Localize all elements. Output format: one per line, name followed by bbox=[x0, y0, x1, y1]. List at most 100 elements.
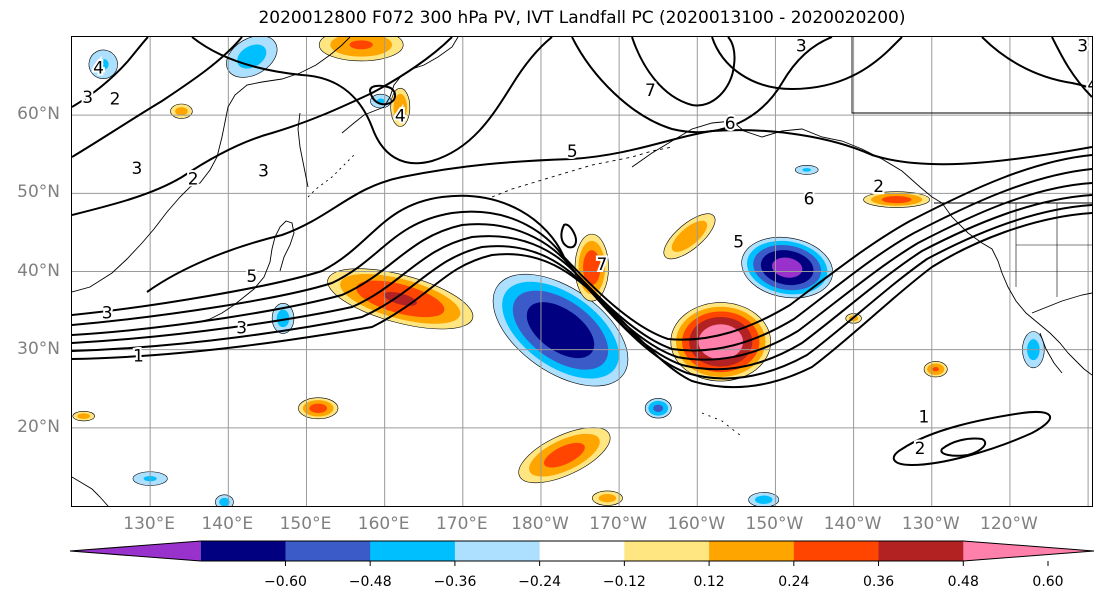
latitude-label: 20°N bbox=[17, 416, 60, 437]
border-us-states bbox=[1015, 203, 1092, 297]
colorbar-tick-label: −0.60 bbox=[264, 574, 307, 590]
anomaly-level-fill bbox=[932, 367, 939, 372]
border-us-mexico bbox=[1031, 292, 1092, 314]
contour-label: 6 bbox=[804, 190, 815, 210]
longitude-label: 120°W bbox=[980, 514, 1038, 534]
positive-pv-anomaly bbox=[518, 427, 611, 484]
colorbar-tick-label: 0.36 bbox=[862, 574, 895, 590]
contour-line-12 bbox=[571, 37, 833, 134]
longitude-label: 140°W bbox=[823, 514, 882, 534]
contour-label: 1 bbox=[919, 408, 930, 428]
anomaly-level-fill bbox=[653, 404, 664, 412]
negative-pv-anomaly bbox=[88, 49, 118, 79]
contour-label: 7 bbox=[597, 255, 608, 275]
colorbar-segment bbox=[709, 541, 795, 561]
colorbar-outline bbox=[69, 540, 1095, 562]
contour-label: 3 bbox=[102, 304, 113, 324]
anomaly-level-fill bbox=[175, 107, 188, 116]
colorbar-tick-label: 0.60 bbox=[1032, 574, 1064, 590]
pv-contour-lines bbox=[72, 37, 1092, 467]
contour-label: 5 bbox=[733, 233, 744, 253]
colorbar-segment bbox=[454, 541, 541, 561]
contour-label: 2 bbox=[873, 177, 884, 197]
coastline-north-america-west bbox=[941, 202, 1092, 376]
anomaly-level-fill bbox=[349, 40, 373, 50]
colorbar-tick-label: −0.24 bbox=[518, 574, 562, 590]
anomaly-level-fill bbox=[802, 168, 812, 172]
longitude-label: 130°W bbox=[901, 514, 960, 534]
anomaly-level-fill bbox=[526, 302, 595, 359]
colorbar-segment bbox=[285, 541, 371, 561]
border-canada-us bbox=[851, 37, 1092, 204]
contour-label: 2 bbox=[915, 439, 926, 459]
colorbar-extend-min bbox=[70, 541, 201, 561]
latitude-label: 30°N bbox=[17, 338, 60, 359]
contour-line-closed-sub2 bbox=[940, 437, 987, 457]
contour-line-14 bbox=[711, 37, 903, 91]
coastline-east-asia bbox=[72, 37, 351, 293]
contour-line-4 bbox=[72, 182, 1092, 361]
graticule-lines bbox=[72, 37, 1092, 506]
longitude-label: 160°W bbox=[667, 514, 726, 534]
positive-pv-anomaly bbox=[670, 302, 771, 382]
anomaly-level-fill bbox=[237, 44, 267, 69]
negative-pv-anomaly bbox=[644, 398, 672, 419]
longitude-label: 160°E bbox=[357, 514, 410, 534]
positive-pv-anomaly bbox=[298, 397, 339, 420]
negative-pv-anomaly bbox=[794, 164, 819, 175]
colorbar-tick-label: −0.36 bbox=[433, 574, 477, 590]
positive-pv-anomaly bbox=[863, 191, 930, 208]
contour-label: 6 bbox=[725, 114, 736, 134]
colorbar-segment bbox=[878, 541, 964, 561]
contour-line-16 bbox=[1051, 37, 1092, 98]
contour-label: 3 bbox=[796, 37, 807, 56]
contour-line-closed-nw bbox=[368, 84, 396, 106]
colorbar-segment bbox=[370, 541, 456, 561]
contour-label: 5 bbox=[246, 267, 257, 287]
anomaly-level-fill bbox=[754, 495, 773, 504]
colorbar-segment bbox=[624, 541, 710, 561]
contour-label: 3 bbox=[258, 161, 269, 181]
anomaly-level-fill bbox=[276, 309, 290, 328]
anomaly-level-fill bbox=[671, 220, 708, 252]
contour-label: 4 bbox=[1087, 75, 1092, 95]
coastline-japan bbox=[197, 220, 295, 323]
positive-pv-anomaly bbox=[923, 361, 948, 378]
colorbar-tick-label: −0.12 bbox=[602, 574, 646, 590]
longitude-label: 150°E bbox=[279, 514, 332, 534]
longitude-label: 170°W bbox=[589, 514, 648, 534]
contour-label: 1 bbox=[133, 347, 144, 367]
contour-line-closed-sub1 bbox=[892, 411, 1052, 467]
colorbar-tick-label: −0.48 bbox=[348, 574, 392, 590]
anomaly-level-fill bbox=[393, 93, 408, 121]
anomaly-level-fill bbox=[598, 493, 617, 503]
anomaly-level-fill bbox=[771, 257, 803, 278]
contour-line-10 bbox=[72, 37, 149, 108]
contour-line-11 bbox=[191, 37, 553, 165]
anomaly-level-fill bbox=[383, 291, 417, 306]
contour-line-closed-cutoff bbox=[560, 223, 577, 249]
map-canvas: 11222233333334445556677 bbox=[72, 37, 1092, 506]
contour-line-15 bbox=[981, 37, 1092, 90]
contour-line-5 bbox=[72, 168, 1092, 352]
contour-line-8 bbox=[72, 37, 453, 216]
contour-label: 5 bbox=[567, 142, 578, 162]
anomaly-level-fill bbox=[543, 442, 585, 468]
anomaly-level-fill bbox=[309, 403, 328, 414]
positive-pv-anomaly bbox=[72, 410, 95, 422]
colorbar-segment bbox=[200, 541, 286, 561]
contour-line-7 bbox=[146, 129, 1092, 293]
coastline-kurils bbox=[307, 152, 357, 198]
colorbar-extend-max bbox=[963, 541, 1094, 561]
coastline-hawaii bbox=[701, 412, 741, 436]
colorbar-segment bbox=[539, 541, 625, 561]
longitude-label: 130°E bbox=[123, 514, 176, 534]
contour-label: 3 bbox=[82, 88, 93, 108]
anomaly-level-fill bbox=[219, 497, 230, 506]
negative-pv-anomaly bbox=[748, 492, 780, 506]
latitude-label: 50°N bbox=[17, 182, 60, 203]
latitude-label: 40°N bbox=[17, 260, 60, 281]
longitude-label: 170°E bbox=[435, 514, 488, 534]
contour-line-6 bbox=[72, 154, 1092, 341]
